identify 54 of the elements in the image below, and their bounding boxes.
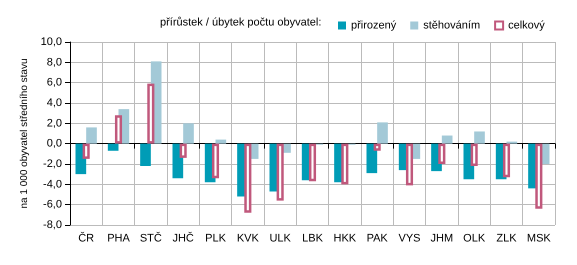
x-tick-label: PHA: [107, 232, 130, 244]
bar: [366, 144, 378, 174]
bar: [374, 144, 381, 151]
x-tick-label: MSK: [526, 232, 552, 244]
bar: [442, 136, 453, 144]
x-tick-label: ZLK: [496, 232, 518, 244]
y-tick-label: -4,0: [43, 178, 62, 190]
x-tick-label: JHČ: [172, 232, 194, 244]
y-tick-label: 0,0: [46, 138, 62, 150]
x-tick-label: ULK: [269, 232, 292, 244]
bar: [377, 122, 388, 144]
bar: [502, 144, 510, 178]
bar: [406, 144, 414, 186]
bar: [180, 144, 187, 158]
bar: [438, 144, 446, 164]
bar: [308, 144, 316, 182]
x-tick-label: KVK: [236, 232, 260, 244]
y-tick-label: 6,0: [46, 76, 62, 89]
bar: [474, 131, 485, 144]
x-tick-label: JHM: [430, 232, 454, 244]
bar: [212, 144, 220, 178]
bar: [183, 123, 194, 144]
legend-label: přirozený: [351, 20, 397, 32]
bar: [341, 144, 348, 184]
bar: [470, 144, 478, 166]
x-tick-label: STČ: [140, 232, 162, 244]
bar: [86, 127, 97, 144]
x-tick-label: ČR: [78, 232, 94, 244]
bar: [82, 144, 90, 159]
y-tick-label: 8,0: [46, 56, 62, 68]
bar: [276, 144, 284, 201]
y-tick-label: -6,0: [43, 198, 62, 211]
x-tick-label: VYS: [398, 232, 421, 244]
y-axis-title: na 1 000 obyvatel středního stavu: [19, 58, 30, 209]
bar: [216, 140, 226, 144]
y-tick-label: -2,0: [43, 158, 62, 170]
bar: [108, 144, 118, 151]
legend-label: stěhováním: [423, 20, 480, 32]
x-tick-label: HKK: [334, 232, 357, 244]
bar: [535, 144, 542, 209]
y-tick-label: -8,0: [43, 219, 62, 231]
y-tick-label: 4,0: [46, 97, 62, 109]
x-tick-label: LBK: [302, 232, 324, 244]
bar: [147, 84, 154, 144]
bar: [114, 115, 122, 144]
bar: [140, 144, 151, 166]
y-tick-label: 2,0: [46, 117, 62, 130]
bar: [244, 144, 252, 213]
x-tick-label: PLK: [205, 232, 227, 244]
y-tick-label: 10,0: [40, 36, 62, 48]
legend-label: celkový: [508, 20, 546, 32]
legend-title: přírůstek / úbytek počtu obyvatel:: [160, 16, 322, 28]
x-tick-label: OLK: [463, 232, 486, 244]
x-tick-label: PAK: [366, 232, 388, 244]
